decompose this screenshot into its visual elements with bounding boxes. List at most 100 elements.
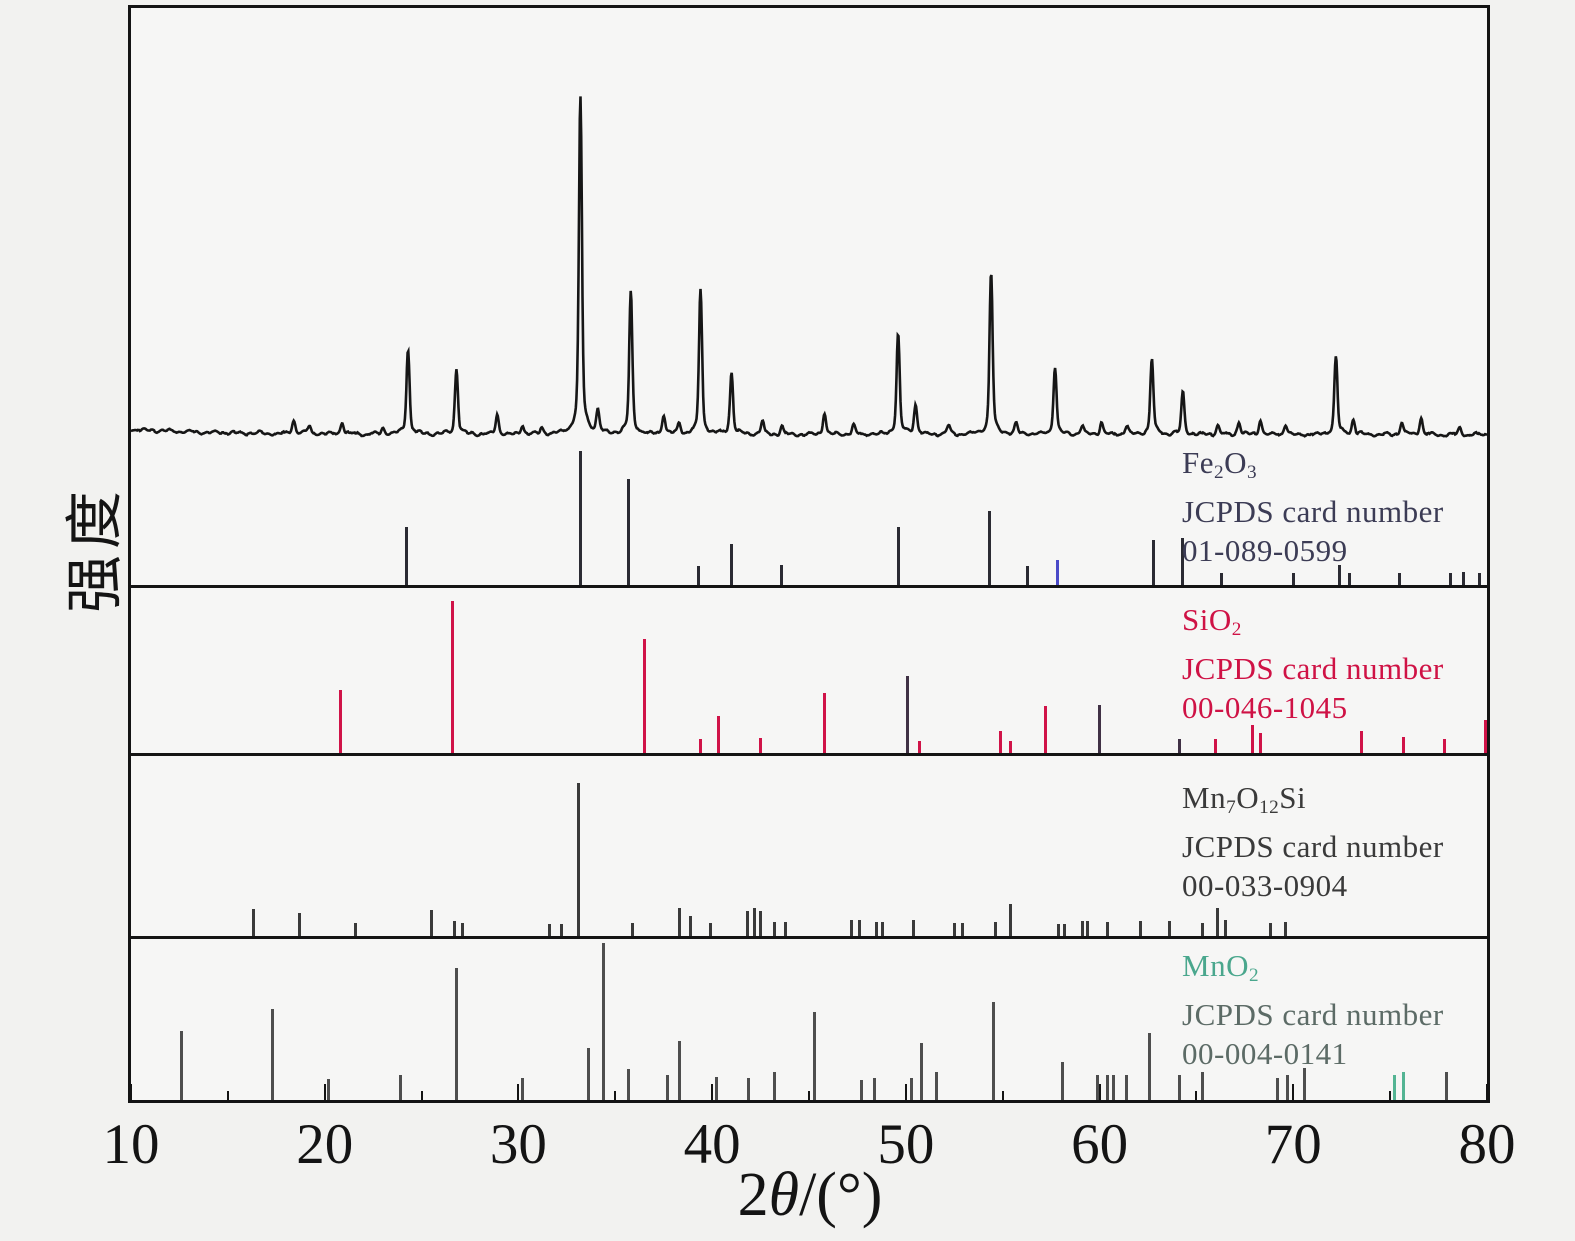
Mn7O12Si-stick [875,922,879,936]
MnO2-stick [454,968,458,1100]
Fe2O3-stick [1152,540,1156,585]
Mn7O12Si-stick [772,922,776,936]
Mn7O12Si-stick [912,920,916,936]
observed-xrd-path [131,96,1487,438]
formula-part: 2 [1248,964,1260,986]
SiO2-stick [917,741,921,753]
sio2-card-label: JCPDS card number [1182,650,1444,686]
Mn7O12Si-stick [850,920,854,936]
Mn7O12Si-stick [453,921,456,936]
Mn7O12Si-stick [460,923,464,936]
x-axis-tick-labels: 10 20 30 40 50 60 70 80 [0,1112,1575,1182]
panel-mn7o12si: Mn7O12Si JCPDS card number 00-033-0904 [131,756,1487,936]
MnO2-stick [1286,1075,1289,1100]
formula-part: 7 [1226,796,1237,818]
sio2-card-number: 00-046-1045 [1182,689,1348,725]
MnO2-stick [327,1079,331,1100]
MnO2-stick [919,1043,923,1100]
MnO2-stick [1111,1075,1115,1100]
Mn7O12Si-stick [993,922,997,936]
Mn7O12Si-stick [251,909,255,936]
MnO2-stick [666,1075,670,1100]
SiO2-stick [1177,739,1181,753]
x-tick-mark [420,1091,423,1100]
Mn7O12Si-stick [298,913,301,936]
divider-2 [131,753,1487,756]
Mn7O12Si-stick [1268,923,1272,936]
MnO2-stick [1125,1075,1129,1100]
x-tick-mark [1389,1091,1392,1100]
Mn7O12Si-stick [631,923,635,936]
SiO2-stick [1009,741,1012,753]
formula-part: Si [1279,780,1307,815]
Mn7O12Si-stick [745,911,749,936]
SiO2-stick [1483,720,1487,753]
SiO2-stick [699,739,702,753]
x-tick-label: 70 [1264,1113,1322,1176]
x-axis-title: 2θ/(°) [560,1160,1060,1231]
SiO2-stick [716,716,720,753]
Fe2O3-stick [730,544,733,585]
x-tick-mark [517,1084,520,1100]
formula-part: 2 [1231,618,1242,640]
panel-sio2: SiO2 JCPDS card number 00-046-1045 [131,588,1487,753]
formula-part: Fe [1182,445,1214,480]
divider-3 [131,936,1487,939]
MnO2-stick [179,1031,183,1100]
SiO2-stick [451,601,455,753]
Mn7O12Si-stick [689,916,693,936]
x-tick-label: 30 [489,1113,547,1176]
MnO2-stick [520,1078,524,1100]
mno2-formula: MnO2 [1182,946,1444,995]
formula-part: O [1226,948,1249,983]
MnO2-stick [910,1078,914,1100]
Mn7O12Si-stick [759,911,763,936]
SiO2-stick [1214,739,1218,753]
Fe2O3-stick [987,511,991,585]
Mn7O12Si-stick [1200,923,1204,936]
panel-observed-and-fe2o3: Fe2O3 JCPDS card number 01-089-0599 [131,8,1487,585]
MnO2-stick [602,943,606,1100]
formula-part: Si [1182,602,1209,637]
formula-part: O [1236,780,1260,815]
x-tick-mark [1486,1084,1488,1100]
Mn7O12Si-stick [559,924,563,936]
MnO2-stick [1444,1072,1448,1100]
x-tick-label: 50 [877,1113,935,1176]
Mn7O12Si-stick [1086,921,1090,936]
panel-mno2: MnO2 JCPDS card number 00-004-0141 [131,939,1487,1100]
MnO2-stick [873,1078,877,1100]
Fe2O3-stick [1055,560,1059,585]
MnO2-stick [1276,1078,1280,1100]
x-tick-mark [226,1091,229,1100]
MnO2-stick [677,1041,681,1100]
x-tick-label: 80 [1458,1113,1516,1176]
mn7o12si-formula: Mn7O12Si [1182,778,1444,827]
formula-part: O [1208,602,1232,637]
Fe2O3-stick [1291,573,1295,585]
plot-frame: Fe2O3 JCPDS card number 01-089-0599 SiO2… [128,5,1490,1103]
SiO2-stick [759,738,763,753]
Fe2O3-stick [896,527,900,585]
formula-part: 3 [1247,461,1258,483]
x-tick-label: 60 [1071,1113,1129,1176]
Fe2O3-stick [1448,573,1452,585]
x-tick-mark [808,1091,810,1100]
mno2-label: MnO2 JCPDS card number 00-004-0141 [1182,946,1444,1073]
x-tick-mark [904,1084,907,1100]
Mn7O12Si-stick [881,922,885,936]
formula-part: 2 [1214,461,1225,483]
SiO2-stick [906,676,910,753]
Mn7O12Si-stick [1057,924,1061,936]
SiO2-stick [1258,733,1262,753]
x-tick-mark [1195,1091,1198,1100]
MnO2-stick [991,1002,995,1100]
MnO2-stick [772,1072,776,1100]
Fe2O3-stick [697,566,701,585]
SiO2-stick [338,690,342,753]
MnO2-stick [1105,1075,1109,1100]
formula-part: 12 [1259,796,1280,818]
Mn7O12Si-stick [1167,921,1171,936]
SiO2-stick [1402,737,1406,753]
